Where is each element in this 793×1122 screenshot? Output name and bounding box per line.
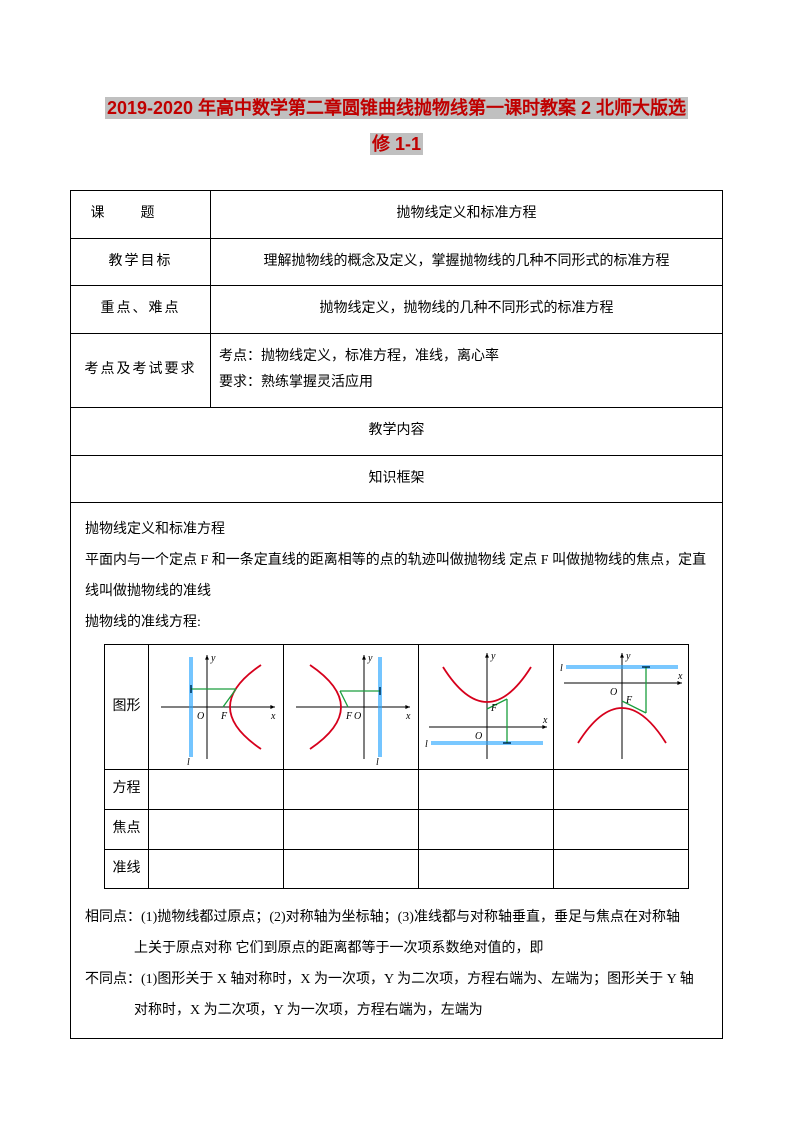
svg-text:O: O: [610, 687, 617, 698]
topic-label: 课题: [71, 191, 211, 239]
svg-text:y: y: [490, 651, 496, 662]
title-line1: 2019-2020 年高中数学第二章圆锥曲线抛物线第一课时教案 2 北师大版选: [105, 97, 688, 119]
table-row: 教学目标 理解抛物线的概念及定义，掌握抛物线的几种不同形式的标准方程: [71, 238, 723, 286]
keypoint-value: 抛物线定义，抛物线的几种不同形式的标准方程: [211, 286, 723, 334]
body-p2: 平面内与一个定点 F 和一条定直线的距离相等的点的轨迹叫做抛物线 定点 F 叫做…: [85, 546, 708, 608]
parabola-up-svg: x y l O F: [421, 647, 551, 767]
svg-text:F: F: [345, 711, 353, 722]
keypoint-label: 重点、难点: [71, 286, 211, 334]
table-row: 教学内容: [71, 407, 723, 455]
chart-2-cell: x y l OF: [284, 645, 419, 770]
svg-text:F: F: [490, 703, 498, 714]
exam-line2: 要求：熟练掌握灵活应用: [219, 370, 714, 397]
svg-text:F: F: [625, 695, 633, 706]
topic-value: 抛物线定义和标准方程: [211, 191, 723, 239]
svg-text:l: l: [560, 663, 563, 674]
parabola-left-svg: x y l OF: [286, 647, 416, 767]
exam-label: 考点及考试要求: [71, 333, 211, 407]
svg-text:F: F: [220, 711, 228, 722]
exam-line1: 考点：抛物线定义，标准方程，准线，离心率: [219, 344, 714, 371]
same-pts-b: 上关于原点对称 它们到原点的距离都等于一次项系数绝对值的，即: [85, 934, 708, 965]
chart-4-cell: x y l OF: [554, 645, 689, 770]
content-header: 教学内容: [71, 407, 723, 455]
table-row: 准线: [104, 849, 689, 889]
table-row: 课题 抛物线定义和标准方程: [71, 191, 723, 239]
table-row: 焦点: [104, 809, 689, 849]
table-row: 方程: [104, 770, 689, 810]
chart-3-cell: x y l O F: [419, 645, 554, 770]
svg-text:x: x: [405, 711, 411, 722]
body-p3: 抛物线的准线方程:: [85, 608, 708, 639]
goal-label: 教学目标: [71, 238, 211, 286]
content-body: 抛物线定义和标准方程 平面内与一个定点 F 和一条定直线的距离相等的点的轨迹叫做…: [71, 503, 723, 1039]
svg-text:O: O: [475, 731, 482, 742]
svg-text:y: y: [210, 653, 216, 664]
page: 2019-2020 年高中数学第二章圆锥曲线抛物线第一课时教案 2 北师大版选 …: [0, 0, 793, 1122]
parabola-right-svg: x y l O F: [151, 647, 281, 767]
svg-text:l: l: [376, 757, 379, 767]
doc-title: 2019-2020 年高中数学第二章圆锥曲线抛物线第一课时教案 2 北师大版选 …: [70, 90, 723, 162]
svg-text:l: l: [425, 739, 428, 750]
diff-pts-a: 不同点：(1)图形关于 X 轴对称时，X 为一次项，Y 为二次项，方程右端为、左…: [85, 965, 708, 996]
lesson-plan-table: 课题 抛物线定义和标准方程 教学目标 理解抛物线的概念及定义，掌握抛物线的几种不…: [70, 190, 723, 1039]
table-row: 抛物线定义和标准方程 平面内与一个定点 F 和一条定直线的距离相等的点的轨迹叫做…: [71, 503, 723, 1039]
directrix-table: 图形 xylOF xylOF xylOF xylOF: [104, 644, 690, 889]
table-row: 图形 xylOF xylOF xylOF xylOF: [104, 645, 689, 770]
svg-text:x: x: [677, 671, 683, 682]
table-row: 考点及考试要求 考点：抛物线定义，标准方程，准线，离心率 要求：熟练掌握灵活应用: [71, 333, 723, 407]
diff-pts-b: 对称时，X 为二次项，Y 为一次项，方程右端为，左端为: [85, 996, 708, 1027]
parabola-down-svg: x y l OF: [556, 647, 686, 767]
table-row: 知识框架: [71, 455, 723, 503]
exam-value: 考点：抛物线定义，标准方程，准线，离心率 要求：熟练掌握灵活应用: [211, 333, 723, 407]
focus-label: 焦点: [104, 809, 149, 849]
same-pts-a: 相同点：(1)抛物线都过原点；(2)对称轴为坐标轴；(3)准线都与对称轴垂直，垂…: [85, 903, 708, 934]
directrix-label: 准线: [104, 849, 149, 889]
chart-1-cell: x y l O F: [149, 645, 284, 770]
goal-value: 理解抛物线的概念及定义，掌握抛物线的几种不同形式的标准方程: [211, 238, 723, 286]
body-p1: 抛物线定义和标准方程: [85, 515, 708, 546]
framework-header: 知识框架: [71, 455, 723, 503]
svg-text:O: O: [197, 711, 204, 722]
table-row: 重点、难点 抛物线定义，抛物线的几种不同形式的标准方程: [71, 286, 723, 334]
title-line2: 修 1-1: [370, 133, 423, 155]
shape-label: 图形: [104, 645, 149, 770]
svg-text:O: O: [354, 711, 361, 722]
svg-text:x: x: [270, 711, 276, 722]
svg-text:y: y: [367, 653, 373, 664]
equation-label: 方程: [104, 770, 149, 810]
svg-text:l: l: [187, 757, 190, 767]
svg-text:x: x: [542, 715, 548, 726]
svg-text:y: y: [625, 651, 631, 662]
